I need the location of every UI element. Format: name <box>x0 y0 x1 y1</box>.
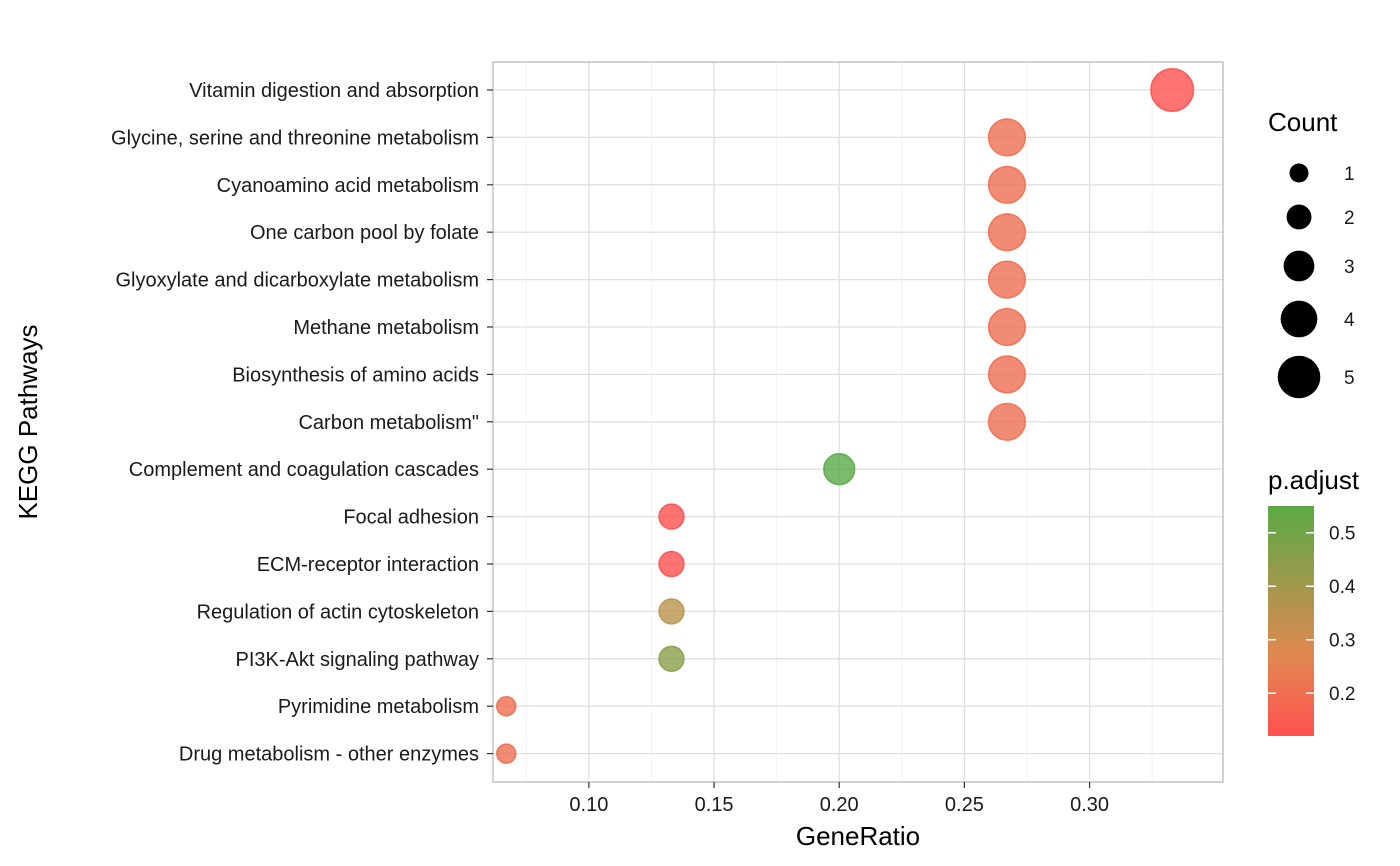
x-axis-ticks <box>588 782 1091 788</box>
y-tick-label: Pyrimidine metabolism <box>278 696 479 718</box>
y-axis-title: KEGG Pathways <box>13 324 43 519</box>
major-grid <box>493 62 1223 782</box>
count-legend-dot <box>1286 204 1312 230</box>
x-tick-label: 0.30 <box>1070 794 1109 816</box>
data-point <box>823 453 856 486</box>
p-adjust-tick-label: 0.3 <box>1329 631 1355 652</box>
count-legend-dot <box>1277 355 1321 399</box>
count-legend-dot <box>1289 163 1309 183</box>
y-tick-label: Biosynthesis of amino acids <box>232 364 479 386</box>
y-tick-label: Regulation of actin cytoskeleton <box>197 601 479 623</box>
count-legend-label: 3 <box>1344 257 1355 278</box>
data-point <box>987 213 1027 252</box>
data-point <box>987 118 1027 157</box>
data-point <box>987 260 1027 299</box>
x-tick-label: 0.10 <box>569 794 608 816</box>
count-legend-label: 1 <box>1344 164 1355 185</box>
y-tick-label: One carbon pool by folate <box>250 222 479 244</box>
y-tick-label: Focal adhesion <box>343 507 479 529</box>
data-point <box>658 598 685 625</box>
data-point <box>658 550 685 578</box>
count-legend: Count 1 2 3 4 5 <box>1268 107 1355 399</box>
y-tick-label: PI3K-Akt signaling pathway <box>236 649 479 671</box>
p-adjust-tick-label: 0.2 <box>1329 684 1355 705</box>
p-adjust-tick-label: 0.4 <box>1329 577 1356 598</box>
count-legend-label: 2 <box>1344 208 1355 229</box>
x-tick-label: 0.20 <box>820 794 859 816</box>
count-legend-label: 4 <box>1344 310 1355 331</box>
y-axis-tick-labels: Vitamin digestion and absorption Glycine,… <box>111 80 479 766</box>
y-tick-label: Glycine, serine and threonine metabolism <box>111 127 479 149</box>
data-point <box>1150 67 1195 113</box>
data-point <box>987 402 1027 441</box>
y-tick-label: Cyanoamino acid metabolism <box>217 175 479 197</box>
p-adjust-colorbar <box>1268 506 1314 736</box>
p-adjust-tick-label: 0.5 <box>1329 524 1355 545</box>
x-tick-label: 0.25 <box>945 794 984 816</box>
p-adjust-legend-title: p.adjust <box>1268 465 1360 495</box>
y-tick-label: Glyoxylate and dicarboxylate metabolism <box>115 270 479 292</box>
x-axis-tick-labels: 0.10 0.15 0.20 0.25 0.30 <box>569 794 1109 816</box>
count-legend-dot <box>1283 250 1315 282</box>
y-tick-label: Carbon metabolism" <box>298 412 479 434</box>
y-tick-label: Drug metabolism - other enzymes <box>179 744 479 766</box>
y-axis-ticks <box>487 89 493 755</box>
data-point <box>496 695 517 717</box>
data-point <box>496 743 517 764</box>
count-legend-label: 5 <box>1344 368 1355 389</box>
x-tick-label: 0.15 <box>695 794 734 816</box>
y-tick-label: ECM-receptor interaction <box>257 554 479 576</box>
data-points <box>496 67 1195 764</box>
y-tick-label: Complement and coagulation cascades <box>129 459 479 481</box>
data-point <box>658 645 685 672</box>
data-point <box>987 307 1027 347</box>
count-legend-title: Count <box>1268 107 1338 137</box>
count-legend-dot <box>1280 300 1318 338</box>
p-adjust-legend: p.adjust 0.5 0.4 0.3 0.2 <box>1268 465 1360 736</box>
data-point <box>658 503 685 530</box>
y-tick-label: Methane metabolism <box>293 317 479 339</box>
data-point <box>987 165 1027 204</box>
x-axis-title: GeneRatio <box>796 821 920 851</box>
y-tick-label: Vitamin digestion and absorption <box>189 80 479 102</box>
data-point <box>987 355 1027 394</box>
